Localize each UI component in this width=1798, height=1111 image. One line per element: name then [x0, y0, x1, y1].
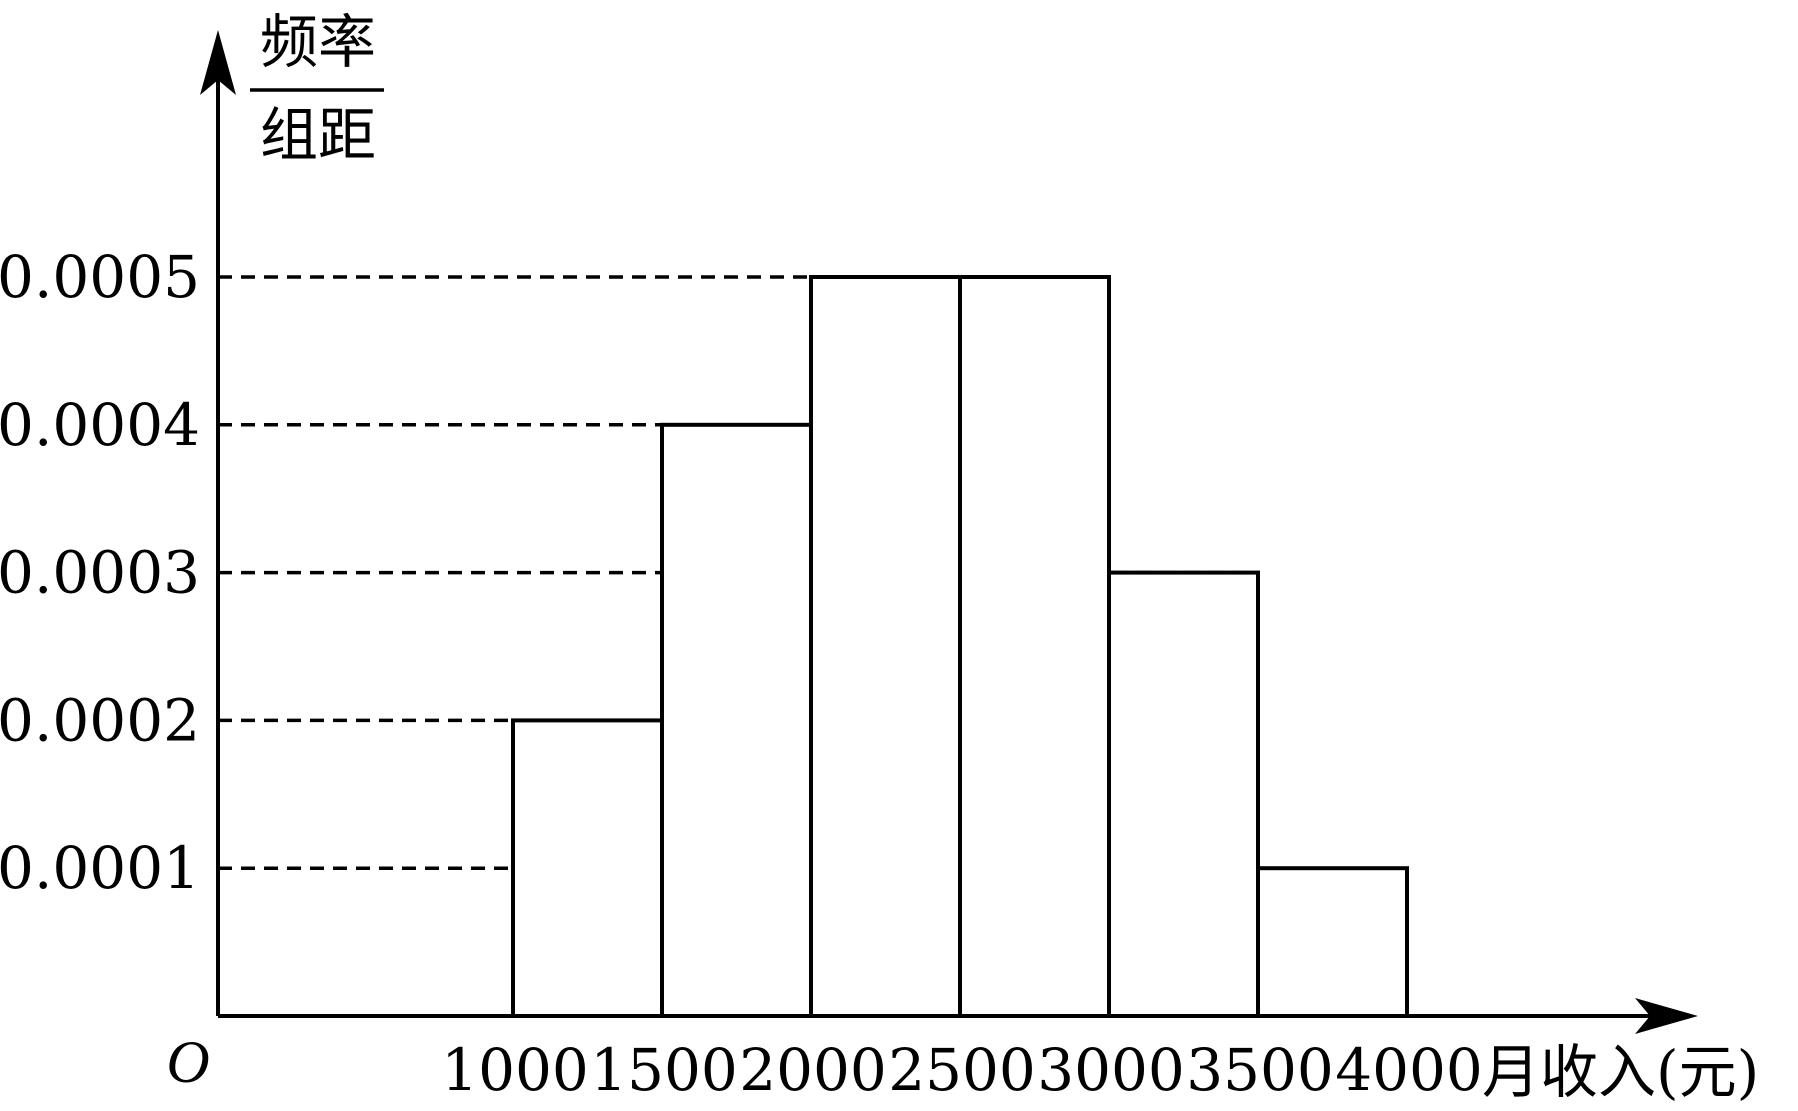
histogram-bar-2500-3000	[958, 275, 1111, 1018]
x-tick-label: 1500	[590, 1036, 738, 1104]
y-tick-label: 0.0005	[0, 243, 200, 311]
histogram-bar-1000-1500	[511, 718, 664, 1019]
x-tick-label: 3500	[1186, 1036, 1334, 1104]
y-axis-arrow-icon	[200, 30, 236, 95]
y-tick-label: 0.0002	[0, 686, 200, 754]
x-axis-label: 月收入(元)	[1482, 1038, 1759, 1106]
histogram-bar-3000-3500	[1107, 570, 1260, 1018]
histogram-bar-2000-2500	[809, 275, 962, 1018]
histogram-bars	[511, 275, 1409, 1019]
x-tick-label: 4000	[1335, 1036, 1483, 1104]
x-tick-label: 2500	[888, 1036, 1036, 1104]
x-tick-labels: 1000 1500 2000 2500 3000 3500 4000	[441, 1036, 1483, 1104]
x-tick-label: 3000	[1037, 1036, 1185, 1104]
y-axis-label-numerator: 频率	[260, 8, 376, 76]
y-tick-label: 0.0001	[0, 834, 200, 902]
histogram-bar-3500-4000	[1256, 866, 1409, 1019]
x-tick-label: 2000	[739, 1036, 887, 1104]
origin-label: O	[166, 1029, 209, 1095]
y-axis-label-denominator: 组距	[260, 101, 376, 169]
y-tick-label: 0.0004	[0, 391, 200, 459]
y-tick-labels: 0.0001 0.0002 0.0003 0.0004 0.0005	[0, 243, 200, 902]
x-axis-arrow-icon	[1635, 998, 1698, 1034]
x-tick-label: 1000	[441, 1036, 589, 1104]
histogram-bar-1500-2000	[660, 422, 813, 1018]
y-tick-label: 0.0003	[0, 539, 200, 607]
